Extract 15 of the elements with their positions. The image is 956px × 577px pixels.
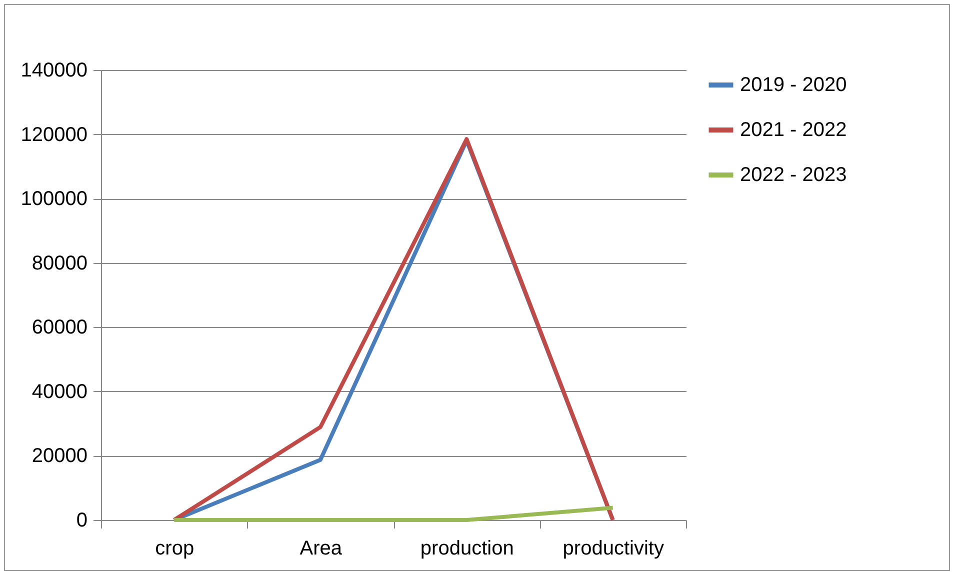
legend-label: 2022 - 2023 [740, 164, 847, 186]
legend-label: 2019 - 2020 [740, 74, 847, 96]
y-tick-label: 120000 [20, 124, 88, 146]
y-tick-label: 20000 [32, 445, 88, 468]
legend-label: 2021 - 2022 [740, 119, 847, 141]
y-tick-label: 0 [76, 510, 88, 532]
x-tick-label: production [420, 538, 514, 560]
x-tick-label: crop [155, 538, 194, 560]
y-tick-label: 100000 [20, 188, 88, 210]
x-tick-label: Area [300, 538, 343, 560]
y-tick-label: 140000 [20, 60, 88, 82]
y-tick-label: 40000 [32, 380, 88, 403]
x-tick-label: productivity [562, 538, 664, 560]
y-tick-label: 60000 [32, 316, 88, 339]
y-tick-label: 80000 [32, 252, 88, 274]
